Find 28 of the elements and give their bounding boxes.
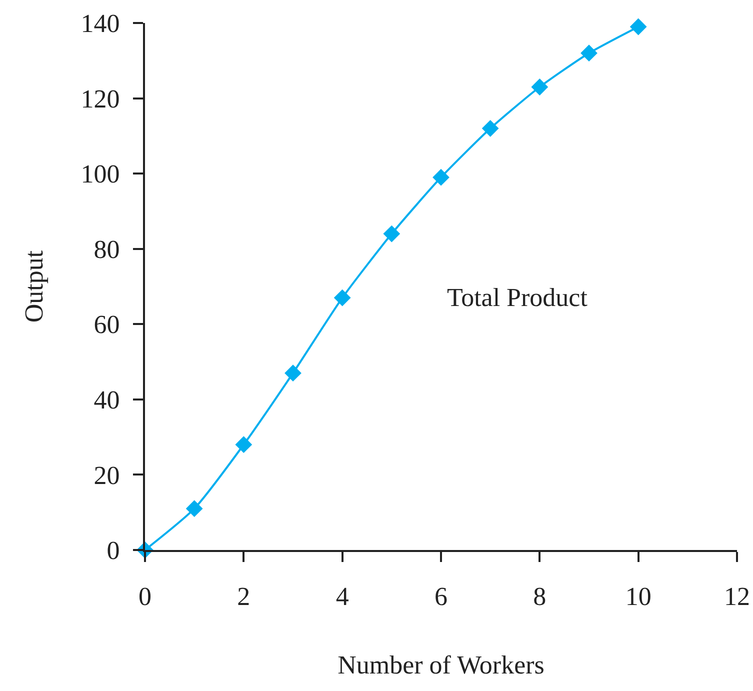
point xyxy=(186,500,203,518)
point xyxy=(284,364,302,382)
annotation: Total Product xyxy=(447,283,588,312)
point xyxy=(432,168,450,186)
x-tick-label: 10 xyxy=(625,582,652,612)
y-tick-label: 80 xyxy=(94,234,120,264)
point xyxy=(383,225,400,242)
y-tick-label: 0 xyxy=(106,536,120,566)
x-tick-label: 12 xyxy=(724,582,750,612)
point xyxy=(334,289,351,306)
y-tick-label: 100 xyxy=(80,160,120,189)
x-axis-title: Number of Workers xyxy=(338,650,544,680)
y-tick-label: 60 xyxy=(94,310,120,340)
y-tick-label: 140 xyxy=(80,9,120,38)
y-tick-label: 20 xyxy=(94,460,120,490)
x-tick-label: 6 xyxy=(434,582,448,612)
y-tick-label: 40 xyxy=(94,386,120,415)
y-axis-title: Output xyxy=(20,250,49,323)
point xyxy=(531,78,548,96)
x-tick-label: 4 xyxy=(336,582,349,612)
x-tick-label: 2 xyxy=(237,582,250,612)
point xyxy=(630,18,647,36)
point xyxy=(235,436,252,454)
x-tick-label: 8 xyxy=(533,582,546,612)
x-tick-label: 0 xyxy=(138,582,152,612)
point xyxy=(482,120,499,137)
point xyxy=(580,44,598,62)
y-tick-label: 120 xyxy=(80,84,120,114)
